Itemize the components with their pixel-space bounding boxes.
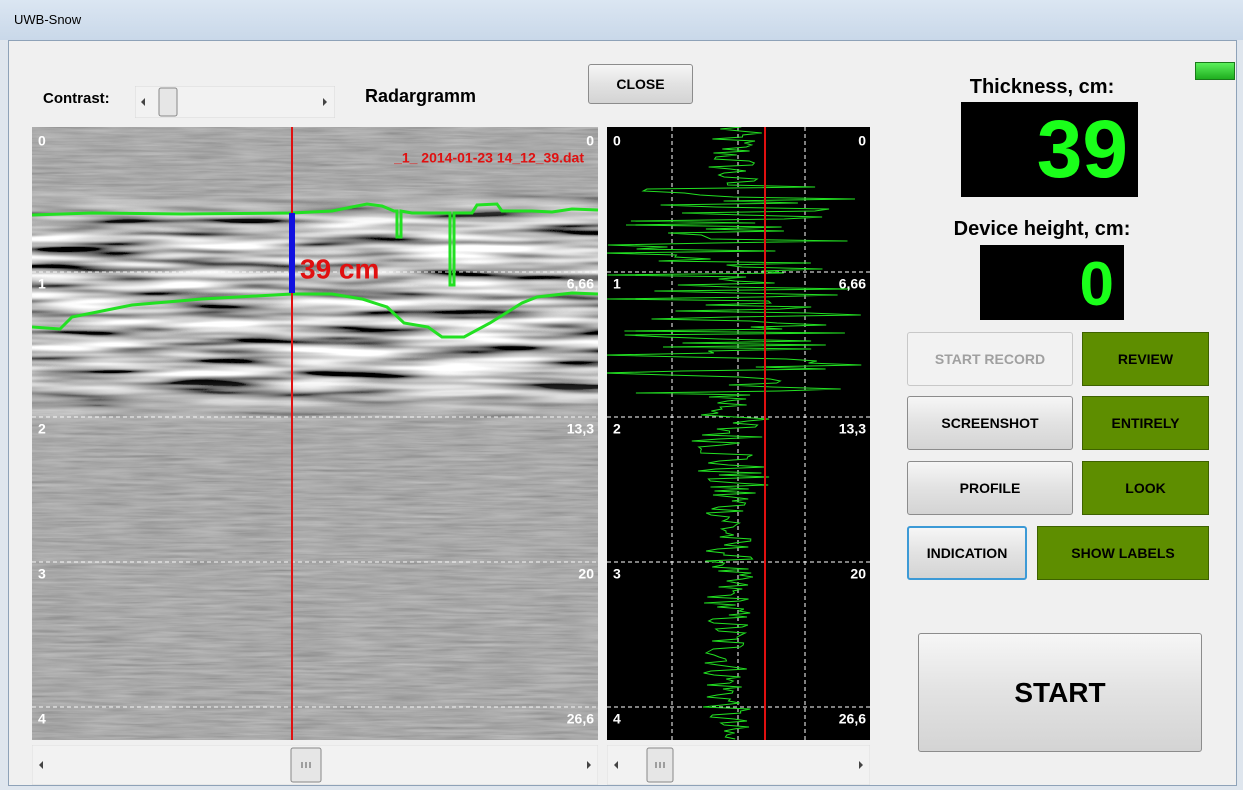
contrast-slider[interactable] (135, 86, 335, 118)
depth-label-right: 20 (850, 566, 866, 582)
depth-label-left: 1 (38, 276, 46, 292)
radargram-scrollbar[interactable] (32, 745, 598, 785)
status-indicator (1195, 62, 1235, 80)
window-title: UWB-Snow (14, 12, 82, 27)
depth-label-right: 26,6 (839, 711, 866, 727)
depth-label-right: 0 (586, 133, 594, 149)
depth-label-left: 0 (38, 133, 46, 149)
show-labels-button[interactable]: SHOW LABELS (1037, 526, 1209, 580)
depth-label-left: 1 (613, 276, 621, 292)
depth-label-right: 6,66 (567, 276, 594, 292)
trace-waveform (607, 127, 862, 740)
depth-label-right: 13,3 (839, 421, 866, 437)
title-bar: UWB-Snow (0, 0, 1243, 40)
depth-label-right: 20 (578, 566, 594, 582)
depth-label-left: 3 (613, 566, 621, 582)
thickness-annotation: 39 cm (300, 253, 379, 284)
contrast-label: Contrast: (43, 90, 110, 107)
depth-label-left: 4 (613, 711, 621, 727)
close-button[interactable]: CLOSE (588, 64, 693, 104)
trace-scrollbar[interactable] (607, 745, 870, 785)
depth-label-left: 4 (38, 711, 46, 727)
entirely-button[interactable]: ENTIRELY (1082, 396, 1209, 450)
look-button[interactable]: LOOK (1082, 461, 1209, 515)
height-title: Device height, cm: (953, 218, 1131, 240)
depth-label-left: 2 (613, 421, 621, 437)
depth-label-right: 0 (858, 133, 866, 149)
view-title: Radargramm (365, 86, 477, 106)
screenshot-button[interactable]: SCREENSHOT (907, 396, 1073, 450)
depth-label-left: 2 (38, 421, 46, 437)
start-button[interactable]: START (918, 633, 1202, 752)
depth-label-right: 26,6 (567, 711, 594, 727)
start-record-button[interactable]: START RECORD (907, 332, 1073, 386)
file-name: _1_ 2014-01-23 14_12_39.dat (393, 150, 584, 166)
depth-label-right: 13,3 (567, 421, 594, 437)
profile-button[interactable]: PROFILE (907, 461, 1073, 515)
indication-button[interactable]: INDICATION (907, 526, 1027, 580)
radargram: 39 cm _1_ 2014-01-23 14_12_39.dat 0 1 2 3 4 0… (32, 127, 598, 740)
height-value: 0 (980, 245, 1124, 320)
thickness-title: Thickness, cm: (969, 76, 1115, 98)
thickness-value: 39 (961, 102, 1138, 197)
depth-label-left: 3 (38, 566, 46, 582)
depth-label-right: 6,66 (839, 276, 866, 292)
review-button[interactable]: REVIEW (1082, 332, 1209, 386)
depth-label-left: 0 (613, 133, 621, 149)
trace-panel: 0 1 2 3 4 0 6,66 13,3 20 26,6 (607, 127, 870, 740)
